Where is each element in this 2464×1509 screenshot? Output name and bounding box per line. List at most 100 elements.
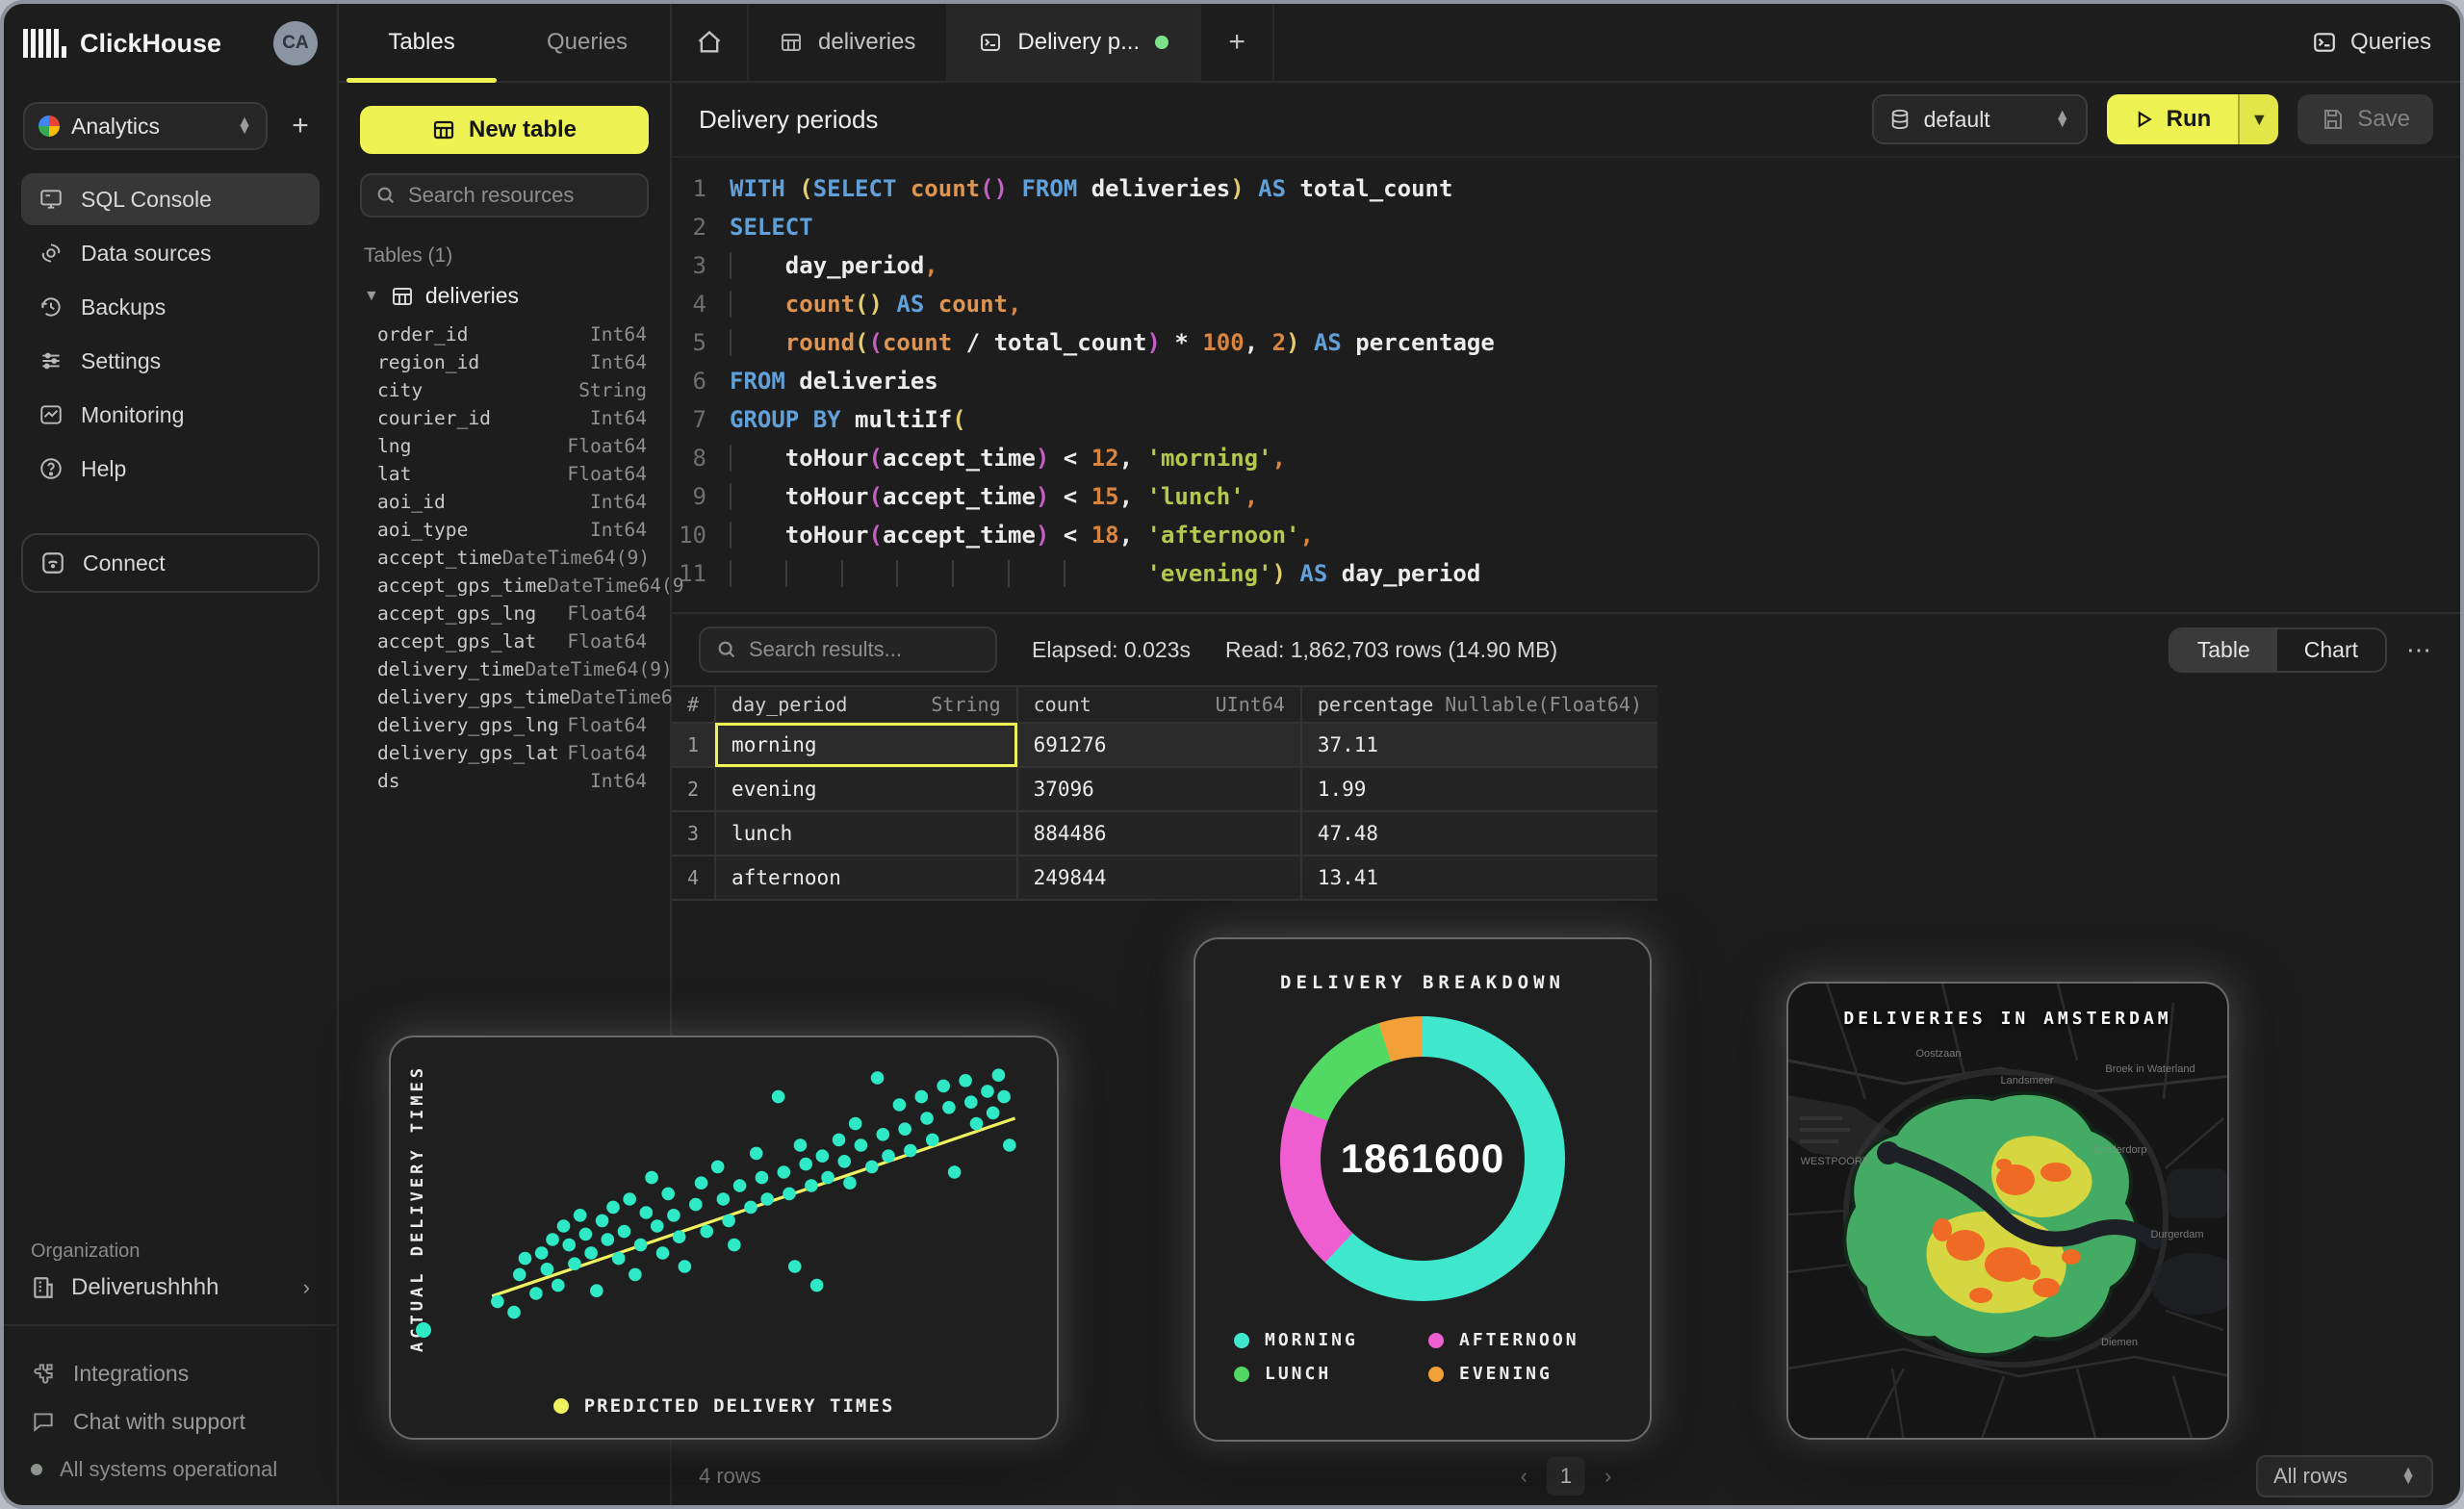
more-options-icon[interactable]: ⋯ xyxy=(2406,634,2433,664)
column-item[interactable]: accept_gps_time DateTime64(9 xyxy=(339,572,684,600)
add-workspace-button[interactable]: + xyxy=(292,110,309,141)
table-cell[interactable]: afternoon xyxy=(714,855,1018,901)
table-cell[interactable]: 691276 xyxy=(1015,722,1302,768)
new-table-button[interactable]: New table xyxy=(360,106,649,154)
search-results-input[interactable]: Search results... xyxy=(699,627,997,673)
sidebar-item-settings[interactable]: Settings xyxy=(21,335,320,387)
legend-item-evening: EVENING xyxy=(1428,1364,1611,1384)
row-number[interactable]: 3 xyxy=(672,810,717,857)
code-line[interactable]: 8 toHour(accept_time) < 12, 'morning', xyxy=(672,439,2460,477)
column-header-percentage[interactable]: percentage Nullable(Float64) xyxy=(1299,685,1657,724)
table-cell[interactable]: 884486 xyxy=(1015,810,1302,857)
table-cell[interactable]: morning xyxy=(714,722,1018,768)
search-icon xyxy=(377,187,395,204)
column-item[interactable]: city String xyxy=(339,376,670,404)
tab-delivery-periods[interactable]: Delivery p... xyxy=(948,4,1202,81)
tab-queries[interactable]: Queries xyxy=(546,29,629,55)
code-line[interactable]: 6 FROM deliveries xyxy=(672,362,2460,400)
column-type: Float64 xyxy=(567,463,647,485)
sidebar-item-help[interactable]: Help xyxy=(21,443,320,495)
queries-button[interactable]: Queries xyxy=(2283,4,2460,81)
code-line[interactable]: 10 toHour(accept_time) < 18, 'afternoon'… xyxy=(672,516,2460,554)
column-type: Int64 xyxy=(590,519,647,541)
column-type: Float64 xyxy=(567,630,647,652)
page-number[interactable]: 1 xyxy=(1547,1457,1585,1496)
row-number[interactable]: 2 xyxy=(672,766,717,812)
code-line[interactable]: 9 toHour(accept_time) < 15, 'lunch', xyxy=(672,477,2460,516)
new-tab-button[interactable]: + xyxy=(1201,4,1275,81)
sidebar-item-monitoring[interactable]: Monitoring xyxy=(21,389,320,441)
row-number[interactable]: 4 xyxy=(672,855,717,901)
chevron-updown-icon: ▲ ▼ xyxy=(2400,1464,2416,1488)
sidebar-item-sql-console[interactable]: SQL Console xyxy=(21,173,320,225)
view-chart-button[interactable]: Chart xyxy=(2303,636,2358,662)
tab-deliveries[interactable]: deliveries xyxy=(749,4,949,81)
column-header-count[interactable]: count UInt64 xyxy=(1015,685,1302,724)
code-line[interactable]: 2 SELECT xyxy=(672,208,2460,246)
row-number[interactable]: 1 xyxy=(672,722,717,768)
run-options-button[interactable]: ▼ xyxy=(2238,94,2279,144)
database-select[interactable]: default ▲ ▼ xyxy=(1871,94,2088,144)
column-item[interactable]: delivery_time DateTime64(9) xyxy=(339,655,673,683)
column-header-day_period[interactable]: day_period String xyxy=(714,685,1018,724)
table-cell[interactable]: lunch xyxy=(714,810,1018,857)
table-tree-item-deliveries[interactable]: ▼ deliveries xyxy=(339,275,670,317)
column-item[interactable]: lat Float64 xyxy=(339,460,670,488)
sidebar-item-backups[interactable]: Backups xyxy=(21,281,320,333)
table-cell[interactable]: 37.11 xyxy=(1299,722,1657,768)
sidebar-item-label: Help xyxy=(81,455,127,481)
view-table-button[interactable]: Table xyxy=(2169,628,2277,671)
system-status[interactable]: All systems operational xyxy=(4,1445,337,1505)
column-name: accept_gps_time xyxy=(377,575,548,597)
column-item[interactable]: lng Float64 xyxy=(339,432,670,460)
scatter-chart-card: ACTUAL DELIVERY TIMES PREDICTED DELIVERY… xyxy=(389,1036,1059,1440)
table-cell[interactable]: 249844 xyxy=(1015,855,1302,901)
column-item[interactable]: aoi_id Int64 xyxy=(339,488,670,516)
table-cell[interactable]: evening xyxy=(714,766,1018,812)
sidebar-item-integrations[interactable]: Integrations xyxy=(4,1349,337,1397)
sidebar-item-connect[interactable]: Connect xyxy=(21,533,320,593)
table-cell[interactable]: 13.41 xyxy=(1299,855,1657,901)
column-item[interactable]: delivery_gps_lng Float64 xyxy=(339,711,670,739)
column-item[interactable]: delivery_gps_lat Float64 xyxy=(339,739,670,767)
column-item[interactable]: courier_id Int64 xyxy=(339,404,670,432)
column-item[interactable]: order_id Int64 xyxy=(339,320,670,348)
page-size-select[interactable]: All rows ▲ ▼ xyxy=(2256,1455,2433,1497)
organization-switcher[interactable]: Deliverushhhh › xyxy=(4,1274,337,1324)
prev-page-button[interactable]: ‹ xyxy=(1520,1464,1527,1488)
donut-total-value: 1861600 xyxy=(1340,1136,1505,1181)
code-line[interactable]: 3 day_period, xyxy=(672,246,2460,285)
code-line[interactable]: 7 GROUP BY multiIf( xyxy=(672,400,2460,439)
workspace-select[interactable]: Analytics ▲ ▼ xyxy=(23,102,268,150)
save-button[interactable]: Save xyxy=(2297,94,2433,144)
column-item[interactable]: ds Int64 xyxy=(339,767,670,795)
building-icon xyxy=(34,1277,53,1298)
sidebar-item-data-sources[interactable]: Data sources xyxy=(21,227,320,279)
column-item[interactable]: region_id Int64 xyxy=(339,348,670,376)
avatar[interactable]: CA xyxy=(273,21,318,65)
column-item[interactable]: aoi_type Int64 xyxy=(339,516,670,544)
table-cell[interactable]: 1.99 xyxy=(1299,766,1657,812)
column-item[interactable]: accept_gps_lat Float64 xyxy=(339,627,670,655)
search-resources-input[interactable]: Search resources xyxy=(360,173,649,217)
chevron-down-icon[interactable]: ▼ xyxy=(364,287,379,304)
code-line[interactable]: 1 WITH (SELECT count() FROM deliveries) A… xyxy=(672,169,2460,208)
table-cell[interactable]: 47.48 xyxy=(1299,810,1657,857)
app-title: ClickHouse xyxy=(80,28,222,58)
code-line[interactable]: 11 'evening') AS day_period xyxy=(672,554,2460,593)
next-page-button[interactable]: › xyxy=(1604,1464,1612,1488)
database-icon xyxy=(1891,109,1908,130)
column-item[interactable]: accept_gps_lng Float64 xyxy=(339,600,670,627)
column-item[interactable]: accept_time DateTime64(9) xyxy=(339,544,670,572)
column-item[interactable]: delivery_gps_time DateTime64 xyxy=(339,683,684,711)
home-tab[interactable] xyxy=(672,4,749,81)
sidebar-item-chat-with-support[interactable]: Chat with support xyxy=(4,1397,337,1445)
table-cell[interactable]: 37096 xyxy=(1015,766,1302,812)
code-line[interactable]: 4 count() AS count, xyxy=(672,285,2460,323)
run-button[interactable]: Run xyxy=(2106,94,2239,144)
predicted-times-dot-icon xyxy=(552,1398,569,1414)
play-icon xyxy=(2138,111,2152,128)
tab-tables[interactable]: Tables xyxy=(339,4,504,83)
code-line[interactable]: 5 round((count / total_count) * 100, 2) … xyxy=(672,323,2460,362)
sql-editor[interactable]: 1 WITH (SELECT count() FROM deliveries) A… xyxy=(672,158,2460,612)
